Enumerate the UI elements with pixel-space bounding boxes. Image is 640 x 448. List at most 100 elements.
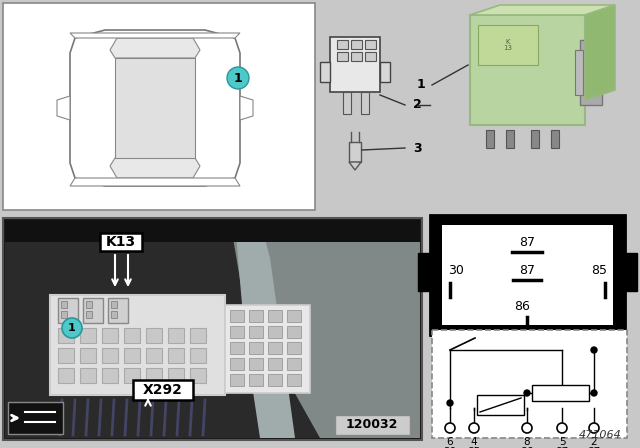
Bar [287,342,301,354]
Bar [551,130,559,148]
Text: 471064: 471064 [579,430,622,440]
Text: 3: 3 [413,142,422,155]
Bar [380,62,390,82]
Bar [133,380,193,400]
Polygon shape [349,162,361,170]
Text: K13: K13 [106,235,136,249]
Text: 30: 30 [448,263,464,276]
Polygon shape [70,178,240,186]
Bar [80,348,96,363]
Bar [230,342,244,354]
Bar [351,40,362,49]
Bar [506,130,514,148]
Polygon shape [470,5,615,15]
Bar [349,142,361,162]
Bar [5,220,420,242]
Bar [580,40,602,105]
Circle shape [591,347,597,353]
Text: 8: 8 [524,437,531,447]
Text: 4: 4 [470,437,477,447]
Bar [365,40,376,49]
Bar [80,328,96,343]
Circle shape [522,423,532,433]
Bar [268,310,282,322]
Bar [268,358,282,370]
Bar [146,328,162,343]
Bar [108,298,128,323]
Bar [432,330,627,438]
Bar [249,326,263,338]
Bar [230,310,244,322]
Text: K
13: K 13 [504,39,513,52]
Bar [268,326,282,338]
Bar [361,92,369,114]
Text: 6: 6 [447,437,453,447]
Text: 2: 2 [591,437,597,447]
Polygon shape [110,158,200,178]
Text: 87: 87 [588,447,600,448]
Bar [102,328,118,343]
Bar [486,130,494,148]
Bar [575,50,583,95]
Polygon shape [235,220,295,438]
Bar [230,358,244,370]
Bar [3,218,422,440]
Bar [365,52,376,61]
Circle shape [557,423,567,433]
Polygon shape [110,38,200,58]
Circle shape [227,67,249,89]
Circle shape [447,400,453,406]
Text: 1: 1 [234,72,243,85]
Text: 5: 5 [559,437,565,447]
Bar [190,368,206,383]
Text: X292: X292 [143,383,183,397]
Circle shape [445,423,455,433]
Bar [8,402,63,434]
Bar [623,253,637,291]
Bar [532,385,589,401]
Polygon shape [230,220,420,438]
Bar [418,253,432,291]
Text: 87: 87 [519,263,535,276]
Circle shape [524,390,530,396]
Text: 87: 87 [556,447,568,448]
Bar [58,298,78,323]
Polygon shape [57,96,70,120]
Bar [268,374,282,386]
Bar [320,62,330,82]
Bar [124,328,140,343]
Text: 1: 1 [68,323,76,333]
Bar [124,348,140,363]
Text: 85: 85 [591,263,607,276]
Bar [343,92,351,114]
Bar [58,328,74,343]
Bar [230,326,244,338]
Bar [61,301,67,308]
Bar [335,415,410,435]
Bar [249,358,263,370]
Text: 2: 2 [413,99,422,112]
Bar [190,348,206,363]
Bar [58,348,74,363]
Polygon shape [70,33,240,38]
Bar [337,40,348,49]
Text: 87: 87 [519,237,535,250]
Bar [168,368,184,383]
Polygon shape [585,5,615,100]
Bar [478,25,538,65]
Bar [124,368,140,383]
Polygon shape [70,30,240,186]
Bar [330,37,380,92]
Bar [102,368,118,383]
Bar [470,15,585,125]
Text: 85: 85 [467,447,481,448]
Bar [111,311,117,318]
Bar [168,328,184,343]
Bar [268,342,282,354]
Bar [287,326,301,338]
Text: 120032: 120032 [346,418,398,431]
Bar [190,328,206,343]
Bar [61,311,67,318]
Bar [86,311,92,318]
Bar [442,225,613,325]
